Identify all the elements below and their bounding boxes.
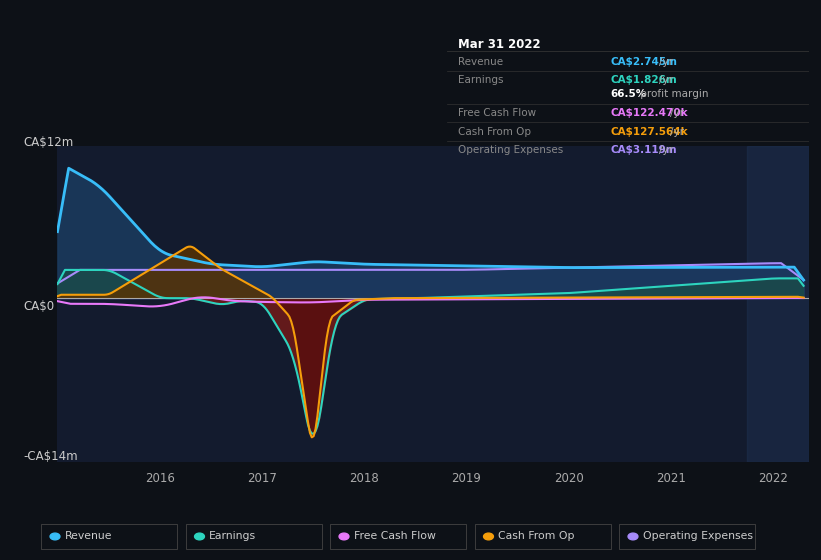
Text: 2016: 2016: [144, 472, 175, 486]
Text: CA$2.745m: CA$2.745m: [610, 57, 677, 67]
Text: CA$3.119m: CA$3.119m: [610, 145, 677, 155]
Text: 66.5%: 66.5%: [610, 90, 646, 100]
Text: 2019: 2019: [452, 472, 481, 486]
Text: 2017: 2017: [247, 472, 277, 486]
Text: CA$1.826m: CA$1.826m: [610, 75, 677, 85]
Text: Cash From Op: Cash From Op: [458, 127, 531, 137]
Text: Earnings: Earnings: [209, 531, 256, 542]
Text: 2018: 2018: [349, 472, 379, 486]
Text: CA$122.470k: CA$122.470k: [610, 108, 688, 118]
Text: -CA$14m: -CA$14m: [23, 450, 78, 463]
Text: CA$12m: CA$12m: [23, 136, 73, 150]
Text: /yr: /yr: [658, 57, 672, 67]
Text: 2021: 2021: [656, 472, 686, 486]
Text: Free Cash Flow: Free Cash Flow: [458, 108, 536, 118]
Text: 2022: 2022: [758, 472, 788, 486]
Text: Revenue: Revenue: [65, 531, 112, 542]
Bar: [747, 146, 809, 462]
Text: Mar 31 2022: Mar 31 2022: [458, 38, 541, 51]
Text: profit margin: profit margin: [637, 90, 709, 100]
Text: Free Cash Flow: Free Cash Flow: [354, 531, 436, 542]
Text: 2020: 2020: [553, 472, 584, 486]
Text: Operating Expenses: Operating Expenses: [458, 145, 563, 155]
Text: /yr: /yr: [670, 127, 684, 137]
Text: Operating Expenses: Operating Expenses: [643, 531, 753, 542]
Text: /yr: /yr: [658, 75, 672, 85]
Text: /yr: /yr: [658, 145, 672, 155]
Text: Revenue: Revenue: [458, 57, 503, 67]
Text: Cash From Op: Cash From Op: [498, 531, 575, 542]
Text: CA$0: CA$0: [23, 300, 54, 313]
Text: /yr: /yr: [670, 108, 684, 118]
Text: CA$127.564k: CA$127.564k: [610, 127, 688, 137]
Text: Earnings: Earnings: [458, 75, 504, 85]
